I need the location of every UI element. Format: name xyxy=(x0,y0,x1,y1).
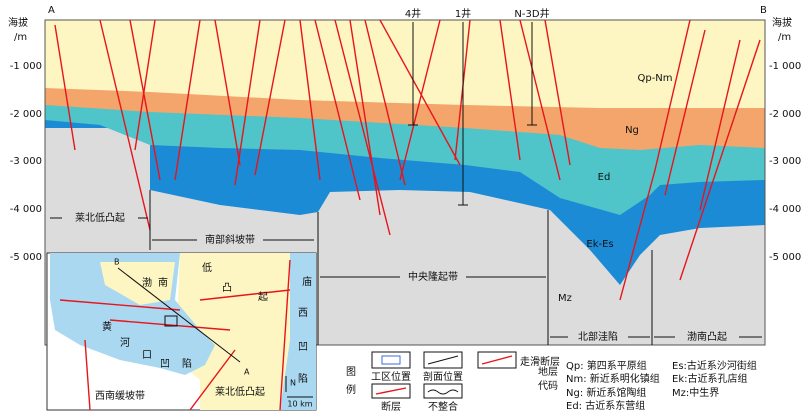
zone-label: 莱北低凸起 xyxy=(75,211,125,224)
cross-section xyxy=(44,19,766,346)
tick-label: -4 000 xyxy=(769,204,801,215)
frame xyxy=(44,19,766,346)
zones: 莱北低凸起 南部斜坡带 中央隆起带 北部洼陷 渤南凸起 xyxy=(50,190,762,345)
legend-code: Es:古近系沙河街组 xyxy=(672,359,757,372)
tick-label: -1 000 xyxy=(769,61,801,72)
well-label: 4井 xyxy=(405,7,421,20)
map-label: 南 xyxy=(158,276,168,289)
map-label: 西南缓坡带 xyxy=(95,389,145,402)
map-label: 黄 xyxy=(102,320,112,333)
layer-label: Ed xyxy=(598,172,611,183)
wells: 4井 1井 N-3D井 xyxy=(405,7,550,206)
faults xyxy=(54,19,761,301)
legend: 图 例 工区位置 剖面位置 走滑断层 断层 不整合 地层 代码 Qp: 第四系平… xyxy=(346,351,757,413)
legend-title: 地层 xyxy=(538,365,558,378)
map-label: 陷 xyxy=(182,357,192,370)
map-label: 西 xyxy=(298,308,308,319)
map-label: 口 xyxy=(142,350,152,361)
map-label: 莱北低凸起 xyxy=(215,385,265,398)
map-label: 庙 xyxy=(302,275,312,288)
axis-title: 海拔 xyxy=(8,16,28,29)
map-label: 低 xyxy=(202,261,212,274)
legend-title: 图 xyxy=(346,366,356,378)
map-label: 凹 xyxy=(298,342,308,353)
layer-label: Mz xyxy=(558,293,572,304)
legend-code: Ed: 古近系东营组 xyxy=(566,399,645,412)
axis-title: /m xyxy=(14,32,27,43)
legend-item: 剖面位置 xyxy=(423,370,463,383)
legend-title: 例 xyxy=(346,383,356,396)
map-label: 起 xyxy=(258,291,268,303)
tick-label: -5 000 xyxy=(769,252,801,263)
end-label: A xyxy=(48,5,55,16)
tick-label: -1 000 xyxy=(10,61,42,72)
legend-item: 断层 xyxy=(381,400,401,413)
axis-title: 海拔 xyxy=(772,16,792,29)
tick-label: -5 000 xyxy=(10,252,42,263)
zone-label: 南部斜坡带 xyxy=(205,233,255,246)
map-label: N xyxy=(290,379,296,388)
legend-code: Ek:古近系孔店组 xyxy=(672,372,747,385)
map-label: 陷 xyxy=(298,372,308,385)
map-label: 渤 xyxy=(142,276,152,289)
legend-code: Nm: 新近系明化镇组 xyxy=(566,372,660,385)
well-label: 1井 xyxy=(455,7,471,20)
axis-title: /m xyxy=(778,32,791,43)
tick-label: -4 000 xyxy=(10,204,42,215)
layer-label: Ek-Es xyxy=(586,239,613,250)
inset-map: 渤 南 低 凸 起 庙 西 凹 陷 黄 河 口 凹 陷 莱北低凸起 西南缓坡带 … xyxy=(46,252,317,411)
map-label: 河 xyxy=(120,337,130,349)
zone-label: 北部洼陷 xyxy=(578,330,618,343)
tick-label: -2 000 xyxy=(769,109,801,120)
layer-label: Qp-Nm xyxy=(637,73,672,84)
map-label: 凸 xyxy=(222,282,232,294)
zone-label: 渤南凸起 xyxy=(687,330,727,343)
tick-label: -3 000 xyxy=(769,156,801,167)
legend-title: 代码 xyxy=(538,380,558,392)
legend-code: Mz:中生界 xyxy=(672,386,719,399)
map-label: A xyxy=(244,368,250,377)
depth-axes: A B 海拔 /m 海拔 /m -1 000 -2 000 -3 000 -4 … xyxy=(8,5,801,263)
tick-label: -2 000 xyxy=(10,109,42,120)
map-label: 凹 xyxy=(160,359,170,370)
map-label: 10 km xyxy=(287,400,312,409)
legend-code: Ng: 新近系馆陶组 xyxy=(566,386,646,399)
legend-item: 走滑断层 xyxy=(520,355,560,368)
map-label: B xyxy=(114,258,120,267)
legend-item: 工区位置 xyxy=(371,370,411,383)
layer-label: Ng xyxy=(625,125,639,136)
zone-label: 中央隆起带 xyxy=(408,270,458,283)
legend-code: Qp: 第四系平原组 xyxy=(566,359,647,372)
end-label: B xyxy=(760,5,767,16)
tick-label: -3 000 xyxy=(10,156,42,167)
well-label: N-3D井 xyxy=(514,7,549,20)
legend-item: 不整合 xyxy=(428,400,458,413)
